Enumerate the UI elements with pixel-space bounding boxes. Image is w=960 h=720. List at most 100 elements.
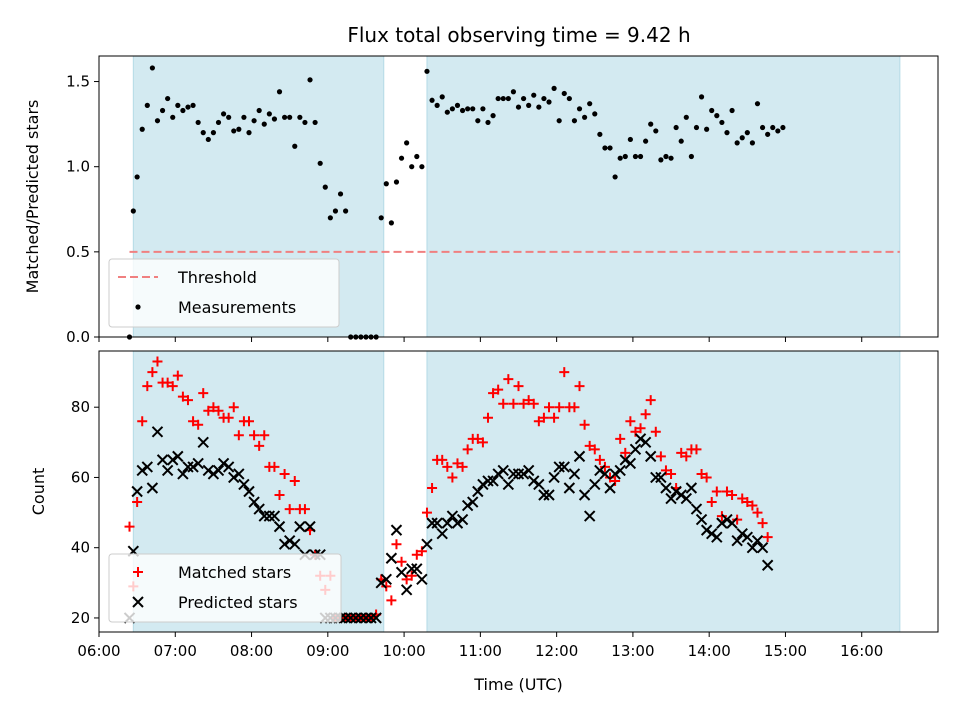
measurement-point-35 — [302, 119, 308, 126]
matched-point-10 — [172, 370, 183, 381]
matched-point-103 — [645, 395, 656, 406]
top-legend-box — [108, 258, 340, 328]
bottom-series-layer — [123, 356, 774, 624]
matched-point-30 — [274, 490, 285, 501]
measurement-point-59 — [424, 68, 430, 74]
measurement-point-79 — [526, 102, 532, 108]
predicted-point-55 — [400, 584, 413, 596]
measurement-point-23 — [241, 114, 247, 120]
y-tick-label-3: 80 — [71, 398, 90, 416]
measurement-point-118 — [724, 130, 730, 136]
matched-point-54 — [396, 556, 407, 567]
measurement-point-66 — [459, 107, 466, 114]
measurement-point-36 — [307, 77, 313, 83]
measurement-point-65 — [454, 102, 461, 108]
legend-matched-swatch — [133, 567, 143, 577]
measurement-point-5 — [149, 65, 155, 71]
y-tick-label-2: 1.0 — [66, 158, 90, 176]
predicted-point-79 — [522, 464, 535, 477]
predicted-point-27 — [258, 510, 270, 522]
predicted-point-21 — [228, 471, 240, 484]
predicted-point-118 — [721, 513, 733, 526]
matched-point-89 — [574, 381, 585, 392]
x-tick-label-0: 06:00 — [77, 642, 120, 660]
matched-point-119 — [727, 490, 738, 501]
matched-point-83 — [544, 402, 555, 413]
predicted-point-119 — [726, 517, 738, 529]
matched-point-117 — [716, 511, 727, 522]
predicted-point-16 — [202, 464, 215, 477]
matched-point-126 — [762, 532, 773, 543]
measurement-point-55 — [404, 140, 410, 146]
measurement-point-26 — [256, 107, 262, 114]
predicted-point-121 — [736, 527, 748, 540]
matched-point-67 — [462, 444, 473, 455]
measurement-point-11 — [180, 107, 186, 114]
measurement-point-70 — [480, 106, 486, 112]
y-tick-label-1: 0.5 — [66, 243, 90, 261]
measurement-point-17 — [210, 130, 217, 136]
measurement-point-95 — [607, 145, 613, 151]
matched-point-75 — [503, 374, 514, 385]
bottom-axes-frame — [98, 350, 939, 633]
predicted-point-69 — [472, 485, 484, 498]
matched-point-60 — [427, 482, 438, 493]
matched-point-91 — [584, 440, 595, 451]
matched-point-13 — [188, 416, 199, 427]
measurement-point-125 — [759, 124, 766, 131]
legend-threshold-label: Threshold — [177, 268, 257, 287]
predicted-point-113 — [695, 513, 708, 526]
predicted-point-125 — [756, 541, 769, 554]
measurement-point-60 — [429, 97, 435, 103]
predicted-point-45 — [350, 612, 362, 624]
matched-point-57 — [411, 549, 422, 560]
bottom-panel: 06:00 07:00 08:00 09:00 10:00 11:00 12:00 13:00… — [29, 350, 939, 694]
matched-point-102 — [640, 409, 651, 420]
measurement-point-3 — [139, 126, 145, 132]
matched-point-18 — [213, 405, 224, 416]
top-ticks: 0.0 0.5 1.0 1.5 — [66, 73, 863, 346]
top-shaded-ranges — [132, 55, 901, 338]
matched-point-97 — [615, 433, 626, 444]
matched-point-120 — [732, 514, 743, 525]
measurement-point-40 — [327, 215, 333, 221]
predicted-point-64 — [446, 510, 459, 522]
predicted-point-2 — [131, 485, 143, 498]
legend-measurements-label: Measurements — [178, 298, 296, 317]
predicted-point-47 — [360, 612, 372, 624]
measurement-point-67 — [465, 106, 471, 112]
predicted-point-115 — [706, 527, 718, 540]
measurement-point-13 — [190, 102, 196, 108]
predicted-point-61 — [431, 517, 443, 529]
predicted-point-108 — [670, 485, 682, 498]
matched-point-104 — [650, 426, 661, 437]
predicted-point-98 — [619, 454, 631, 466]
measurement-point-128 — [775, 128, 781, 134]
measurement-point-38 — [317, 160, 323, 166]
predicted-point-6 — [151, 426, 164, 438]
measurement-point-77 — [515, 104, 522, 110]
measurement-point-8 — [165, 95, 171, 102]
measurement-point-30 — [276, 89, 283, 95]
predicted-point-122 — [741, 531, 754, 543]
x-tick-label-5: 11:00 — [459, 642, 502, 660]
predicted-point-18 — [212, 464, 225, 477]
matched-point-77 — [513, 381, 524, 392]
matched-point-6 — [152, 356, 163, 367]
measurement-point-80 — [531, 92, 537, 98]
matched-point-32 — [284, 504, 295, 515]
measurement-point-93 — [597, 131, 603, 137]
predicted-point-36 — [304, 520, 316, 533]
predicted-point-26 — [253, 503, 265, 515]
predicted-point-67 — [461, 499, 474, 512]
measurement-point-97 — [617, 155, 623, 161]
predicted-point-51 — [380, 573, 393, 586]
predicted-point-19 — [217, 457, 230, 470]
measurement-point-34 — [297, 114, 303, 120]
predicted-point-77 — [512, 468, 525, 480]
measurement-point-120 — [734, 140, 740, 146]
matched-point-17 — [208, 402, 219, 413]
matched-point-4 — [142, 381, 153, 392]
predicted-point-92 — [589, 478, 601, 491]
top-panel: 0.0 0.5 1.0 1.5 Matched/Predicted stars Thr… — [23, 55, 939, 346]
